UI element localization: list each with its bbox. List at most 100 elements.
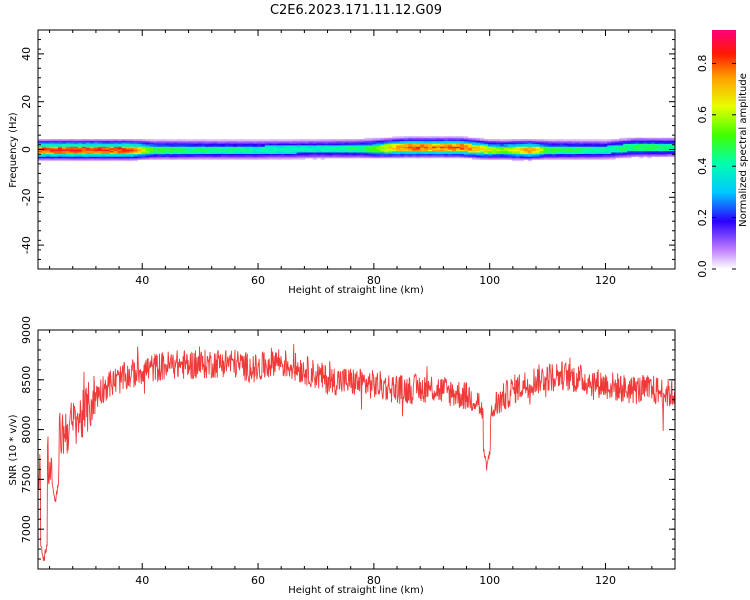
heatmap-cell — [547, 147, 552, 150]
heatmap-cell — [141, 153, 146, 156]
heatmap-cell — [635, 142, 640, 144]
heatmap-cell — [392, 142, 397, 144]
heatmap-cell — [539, 140, 545, 143]
heatmap-cell — [89, 156, 95, 159]
heatmap-cell — [38, 147, 43, 150]
heatmap-cell — [539, 155, 545, 157]
heatmap-cell — [400, 153, 405, 156]
heatmap-cell — [77, 149, 83, 152]
heatmap-cell — [440, 139, 445, 142]
heatmap-cell — [396, 142, 401, 144]
heatmap-cell — [109, 152, 115, 154]
heatmap-cell — [611, 144, 616, 147]
heatmap-cell — [627, 153, 632, 156]
heatmap-cell — [643, 150, 648, 153]
heatmap-cell — [181, 143, 186, 146]
heatmap-cell — [125, 152, 130, 154]
heatmap-cell — [101, 157, 107, 160]
heatmap-cell — [619, 149, 624, 152]
heatmap-cell — [507, 149, 513, 152]
heatmap-cell — [356, 142, 361, 144]
heatmap-cell — [149, 155, 154, 157]
heatmap-cell — [205, 142, 210, 144]
heatmap-cell — [316, 149, 322, 152]
heatmap-cell — [579, 153, 584, 156]
heatmap-cell — [209, 147, 214, 150]
heatmap-cell — [121, 139, 126, 142]
heatmap-cell — [268, 157, 274, 160]
heatmap-cell — [197, 155, 202, 157]
heatmap-cell — [288, 139, 294, 142]
heatmap-cell — [456, 150, 461, 153]
heatmap-cell — [440, 147, 445, 150]
heatmap-cell — [169, 150, 174, 153]
heatmap-cell — [475, 142, 481, 144]
heatmap-cell — [229, 150, 234, 153]
heatmap-cell — [197, 140, 202, 143]
heatmap-cell — [225, 153, 230, 156]
heatmap-cell — [591, 157, 596, 160]
heatmap-cell — [105, 142, 111, 144]
heatmap-cell — [85, 147, 91, 150]
heatmap-cell — [380, 137, 385, 140]
heatmap-cell — [507, 150, 513, 153]
heatmap-cell — [41, 144, 47, 147]
heatmap-cell — [531, 146, 537, 149]
heatmap-cell — [643, 149, 648, 152]
heatmap-cell — [105, 152, 111, 154]
heatmap-cell — [507, 147, 513, 150]
heatmap-cell — [615, 146, 620, 149]
heatmap-cell — [252, 144, 258, 147]
heatmap-cell — [400, 155, 405, 157]
heatmap-cell — [237, 149, 242, 152]
heatmap-cell — [396, 137, 401, 140]
heatmap-cell — [408, 143, 413, 146]
heatmap-cell — [85, 156, 91, 159]
heatmap-cell — [559, 147, 564, 150]
heatmap-cell — [495, 149, 501, 152]
heatmap-cell — [475, 140, 481, 143]
heatmap-cell — [81, 150, 87, 153]
heatmap-cell — [647, 149, 652, 152]
heatmap-cell — [245, 149, 250, 152]
heatmap-cell — [41, 147, 47, 150]
heatmap-cell — [209, 143, 214, 146]
heatmap-cell — [519, 159, 525, 162]
heatmap-cell — [551, 150, 556, 153]
heatmap-cell — [53, 139, 59, 142]
heatmap-cell — [667, 144, 672, 147]
heatmap-cell — [579, 140, 584, 143]
heatmap-cell — [551, 147, 556, 150]
heatmap-cell — [515, 155, 521, 157]
heatmap-cell — [105, 147, 111, 150]
heatmap-cell — [655, 147, 660, 150]
heatmap-cell — [364, 149, 369, 152]
heatmap-cell — [448, 153, 453, 156]
heatmap-cell — [252, 139, 258, 142]
heatmap-cell — [201, 147, 206, 150]
heatmap-cell — [61, 149, 67, 152]
heatmap-cell — [611, 152, 616, 154]
heatmap-cell — [145, 144, 150, 147]
heatmap-cell — [491, 146, 497, 149]
heatmap-cell — [499, 142, 505, 144]
heatmap-cell — [300, 142, 306, 144]
heatmap-cell — [663, 137, 668, 140]
heatmap-cell — [547, 142, 552, 144]
heatmap-cell — [332, 144, 337, 147]
heatmap-cell — [336, 149, 341, 152]
heatmap-cell — [181, 156, 186, 159]
heatmap-cell — [141, 140, 146, 143]
heatmap-cell — [221, 146, 226, 149]
heatmap-cell — [523, 149, 529, 152]
heatmap-cell — [264, 152, 270, 154]
heatmap-cell — [41, 150, 47, 153]
heatmap-cell — [249, 153, 254, 156]
heatmap-cell — [479, 147, 485, 150]
heatmap-cell — [372, 153, 377, 156]
heatmap-cell — [201, 144, 206, 147]
heatmap-cell — [272, 140, 278, 143]
heatmap-cell — [260, 143, 266, 146]
heatmap-cell — [45, 152, 51, 154]
heatmap-cell — [165, 149, 170, 152]
